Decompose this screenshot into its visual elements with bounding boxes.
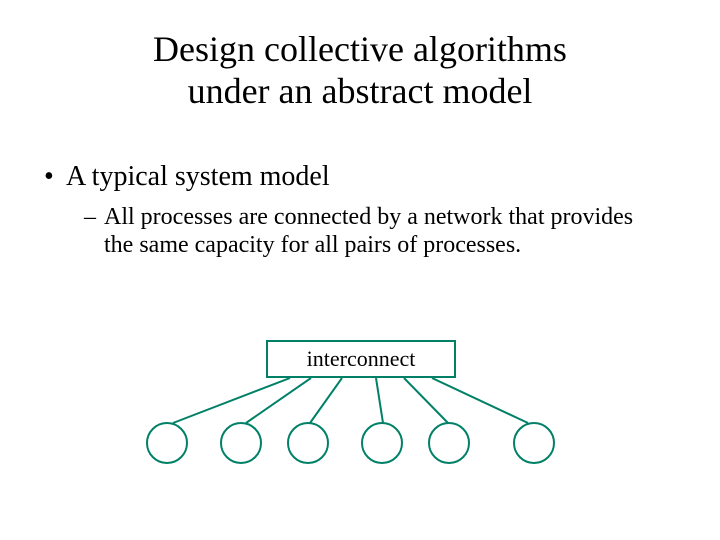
diagram-edge — [310, 378, 342, 423]
diagram-edge — [173, 378, 290, 423]
interconnect-box: interconnect — [266, 340, 456, 378]
process-node — [146, 422, 188, 464]
process-node — [287, 422, 329, 464]
diagram-edge — [404, 378, 448, 423]
diagram-edge — [246, 378, 311, 423]
process-node — [220, 422, 262, 464]
diagram-edge — [432, 378, 528, 423]
process-node — [428, 422, 470, 464]
network-diagram: interconnect — [0, 0, 720, 540]
process-node — [361, 422, 403, 464]
interconnect-label: interconnect — [307, 346, 416, 372]
diagram-edges — [0, 0, 720, 540]
process-node — [513, 422, 555, 464]
diagram-edge — [376, 378, 383, 423]
